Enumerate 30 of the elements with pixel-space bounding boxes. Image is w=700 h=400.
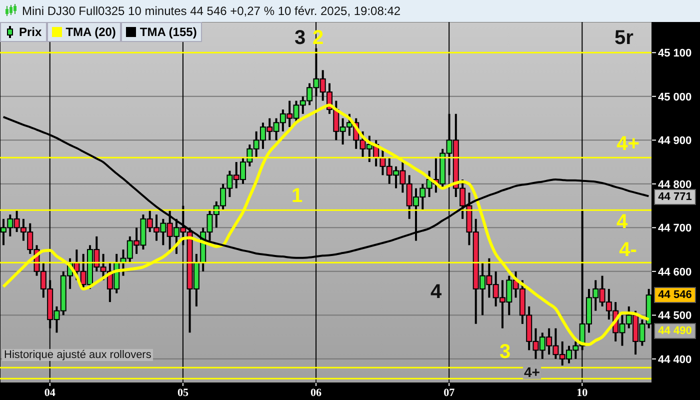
annotation: 4+ bbox=[616, 133, 640, 155]
annotation: 3 bbox=[293, 27, 307, 49]
annotation: 4- bbox=[618, 239, 638, 261]
annotation: 4+ bbox=[523, 364, 541, 380]
x-tick-label: 05 bbox=[177, 386, 189, 399]
annotation: 4 bbox=[429, 281, 443, 303]
y-tick-label: 44 800 bbox=[658, 178, 692, 191]
annotation: 4 bbox=[615, 211, 629, 233]
y-tick-label: 44 600 bbox=[658, 266, 692, 278]
y-tick-label: 44 700 bbox=[658, 222, 692, 235]
annotation: Historique ajusté aux rollovers bbox=[2, 349, 154, 361]
text: 44 771 bbox=[654, 189, 696, 205]
annotation: 1 bbox=[290, 185, 304, 207]
text: 44 546 bbox=[654, 287, 696, 303]
legend-label: TMA (20) bbox=[66, 25, 116, 39]
y-tick-label: 44 400 bbox=[658, 354, 692, 366]
chart-title: Mini DJ30 Full0325 10 minutes 44 546 +0,27 % 10 févr. 2025, 19:08:42 bbox=[22, 4, 401, 18]
annotation: 5r bbox=[614, 27, 634, 49]
y-tick-label: 44 900 bbox=[658, 135, 692, 148]
x-tick-label: 10 bbox=[576, 386, 588, 399]
x-tick-label: 07 bbox=[444, 386, 456, 399]
legend-label: TMA (155) bbox=[140, 25, 197, 39]
annotation: 3 bbox=[498, 341, 512, 363]
text: 44 490 bbox=[654, 323, 696, 339]
y-tick-label: 45 000 bbox=[658, 91, 692, 104]
legend-label: Prix bbox=[19, 25, 42, 39]
y-tick-label: 45 100 bbox=[658, 48, 692, 60]
x-tick-label: 04 bbox=[44, 386, 56, 399]
x-tick-label: 06 bbox=[310, 386, 322, 399]
y-tick-label: 44 500 bbox=[658, 310, 692, 322]
